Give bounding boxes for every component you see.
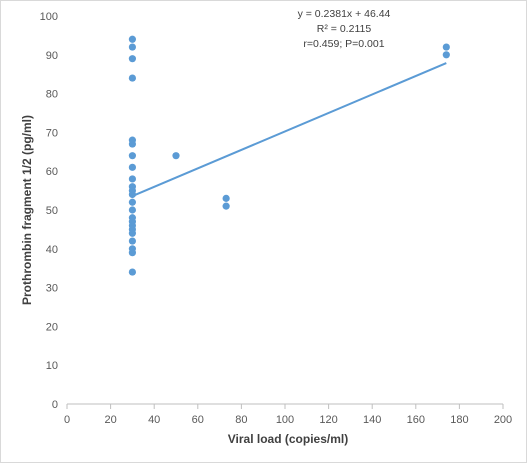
data-point	[172, 152, 180, 160]
y-tick-label: 100	[40, 11, 58, 23]
x-tick-label: 160	[407, 414, 425, 426]
x-tick-label: 40	[148, 414, 160, 426]
annotation-line: r=0.459; P=0.001	[303, 38, 384, 50]
y-tick-label: 60	[46, 166, 58, 178]
data-point	[128, 206, 136, 214]
y-tick-label: 50	[46, 205, 58, 217]
data-point	[128, 74, 136, 82]
data-point	[442, 43, 450, 51]
x-tick-label: 80	[235, 414, 247, 426]
x-tick-label: 60	[192, 414, 204, 426]
x-tick-label: 180	[450, 414, 468, 426]
x-tick-label: 200	[494, 414, 512, 426]
x-tick-label: 100	[276, 414, 294, 426]
y-tick-label: 70	[46, 127, 58, 139]
trendline	[132, 62, 447, 198]
data-point	[128, 55, 136, 63]
data-point	[128, 268, 136, 276]
x-tick-label: 140	[363, 414, 381, 426]
data-point	[128, 198, 136, 206]
x-tick-label: 0	[64, 414, 70, 426]
data-point	[128, 152, 136, 160]
x-tick-label: 20	[104, 414, 116, 426]
y-tick-label: 10	[46, 360, 58, 372]
data-point	[128, 249, 136, 257]
data-point	[222, 194, 230, 202]
y-tick-label: 20	[46, 321, 58, 333]
x-tick-label: 120	[319, 414, 337, 426]
data-points	[128, 35, 450, 276]
data-point	[128, 140, 136, 148]
annotation-line: y = 0.2381x + 46.44	[298, 8, 391, 20]
data-point	[128, 229, 136, 237]
annotation-line: R² = 0.2115	[317, 23, 372, 35]
data-point	[128, 163, 136, 171]
data-point	[222, 202, 230, 210]
trendline-layer	[132, 62, 447, 198]
y-tick-label: 30	[46, 283, 58, 295]
y-tick-label: 80	[46, 89, 58, 101]
y-tick-label: 90	[46, 50, 58, 62]
y-tick-label: 40	[46, 244, 58, 256]
y-tick-label: 0	[52, 399, 58, 411]
x-tick-labels: 0 20 40 60 80 100 120 140 160 180 200	[64, 404, 512, 426]
y-tick-labels: 0 10 20 30 40 50 60 70 80 90 100	[40, 11, 58, 411]
data-point	[442, 51, 450, 59]
x-axis-title: Viral load (copies/ml)	[228, 432, 348, 446]
data-point	[128, 175, 136, 183]
data-point	[128, 43, 136, 51]
data-point	[128, 35, 136, 43]
trendline-annotation: y = 0.2381x + 46.44 R² = 0.2115 r=0.459; P…	[298, 8, 391, 50]
y-axis-title: Prothrombin fragment 1/2 (pg/ml)	[20, 115, 34, 305]
data-point	[128, 190, 136, 199]
data-point	[128, 237, 136, 245]
